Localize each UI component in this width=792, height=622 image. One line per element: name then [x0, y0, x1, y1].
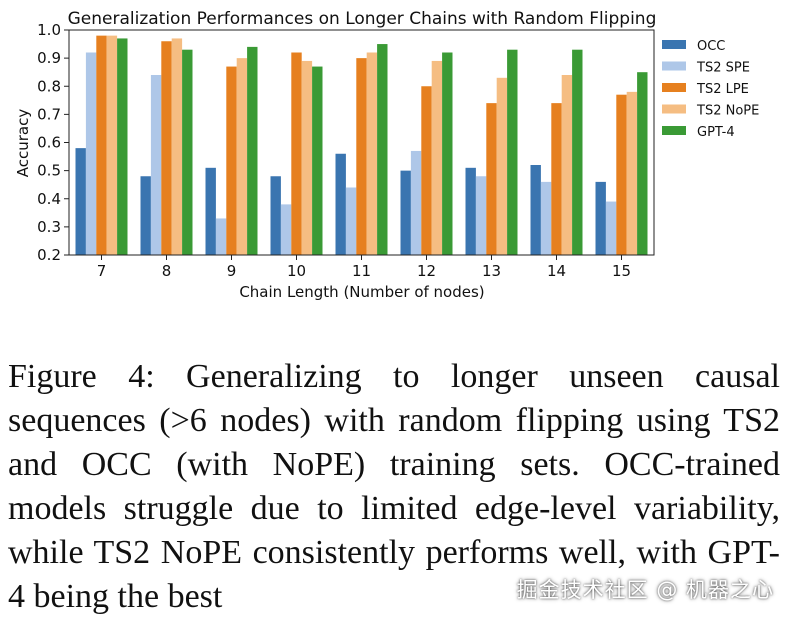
bar-ts2-spe-14	[540, 181, 552, 256]
bar-ts2-lpe-12	[421, 86, 432, 255]
x-axis-label: Chain Length (Number of nodes)	[239, 283, 484, 301]
y-tick-label: 0.4	[37, 190, 61, 208]
chart: Generalization Performances on Longer Ch…	[0, 0, 792, 310]
y-tick-label: 0.2	[37, 246, 61, 264]
bar-gpt-4-7	[117, 38, 128, 255]
bar-occ-14	[530, 165, 541, 255]
bar-gpt-4-8	[182, 49, 193, 255]
bar-occ-10	[270, 176, 281, 255]
figure-caption: Figure 4: Generalizing to longer unseen …	[8, 358, 780, 615]
x-tick-label: 10	[287, 262, 306, 280]
bar-ts2-spe-10	[280, 204, 292, 256]
legend: OCC TS2 SPE TS2 LPE TS2 NoPE GPT-4	[662, 39, 759, 140]
bar-ts2-lpe-14	[551, 103, 562, 256]
bar-ts2-nope-9	[236, 58, 248, 255]
bar-occ-15	[595, 181, 606, 256]
bar-ts2-lpe-15	[616, 94, 627, 255]
bar-ts2-lpe-9	[226, 66, 237, 255]
y-tick-label: 0.9	[37, 49, 61, 67]
y-axis-label: Accuracy	[14, 109, 32, 178]
legend-label: TS2 SPE	[696, 61, 750, 76]
bar-ts2-lpe-10	[291, 52, 302, 255]
y-tick-label: 0.5	[37, 162, 61, 180]
bar-gpt-4-9	[247, 46, 258, 255]
x-tick-label: 15	[612, 262, 631, 280]
bars-layer	[75, 35, 648, 256]
bar-occ-13	[465, 167, 476, 255]
legend-label: GPT-4	[697, 125, 735, 140]
bar-gpt-4-10	[312, 66, 323, 255]
bar-gpt-4-15	[637, 72, 648, 255]
bar-ts2-spe-11	[345, 187, 357, 255]
bar-occ-12	[400, 170, 411, 256]
bar-ts2-spe-9	[215, 218, 227, 255]
bar-ts2-nope-12	[431, 60, 443, 255]
x-tick-label: 11	[352, 262, 371, 280]
bar-ts2-lpe-11	[356, 58, 367, 255]
bar-ts2-nope-11	[366, 52, 378, 255]
bar-ts2-spe-7	[85, 52, 97, 255]
y-tick-label: 0.3	[37, 218, 61, 236]
bar-occ-7	[75, 148, 86, 256]
legend-swatch	[662, 126, 686, 135]
bar-ts2-nope-8	[171, 38, 183, 255]
x-tick-label: 13	[482, 262, 501, 280]
legend-label: TS2 LPE	[696, 82, 749, 97]
y-axis: 0.2 0.3 0.4 0.5 0.6 0.7 0.8 0.9 1.0	[37, 21, 69, 264]
bar-gpt-4-14	[572, 49, 583, 255]
x-axis: 7 8 9 10 11 12 13 14 15	[97, 255, 631, 280]
bar-ts2-nope-7	[106, 35, 118, 256]
chart-title: Generalization Performances on Longer Ch…	[68, 9, 657, 29]
x-tick-label: 14	[547, 262, 566, 280]
legend-label: OCC	[697, 39, 725, 54]
legend-swatch	[662, 83, 686, 92]
watermark: 掘金技术社区 @ 机器之心	[516, 578, 774, 602]
bar-ts2-lpe-13	[486, 103, 497, 256]
bar-gpt-4-13	[507, 49, 518, 255]
bar-ts2-spe-13	[475, 176, 487, 255]
bar-ts2-nope-10	[301, 60, 313, 255]
bar-ts2-lpe-7	[96, 35, 107, 256]
legend-swatch	[662, 40, 686, 49]
bar-gpt-4-11	[377, 44, 388, 256]
bar-occ-8	[140, 176, 151, 255]
x-tick-label: 8	[162, 262, 172, 280]
x-tick-label: 9	[227, 262, 237, 280]
bar-ts2-nope-14	[561, 75, 573, 255]
y-tick-label: 0.8	[37, 77, 61, 95]
legend-label: TS2 NoPE	[696, 104, 759, 119]
bar-occ-11	[335, 153, 346, 255]
legend-swatch	[662, 61, 686, 71]
bar-ts2-lpe-8	[161, 41, 172, 255]
y-tick-label: 1.0	[37, 21, 61, 39]
x-tick-label: 12	[417, 262, 436, 280]
x-tick-label: 7	[97, 262, 107, 280]
chart-svg: Generalization Performances on Longer Ch…	[14, 9, 759, 301]
bar-ts2-nope-13	[496, 77, 508, 255]
bar-gpt-4-12	[442, 52, 453, 255]
bar-ts2-spe-8	[150, 75, 162, 255]
legend-swatch	[662, 104, 686, 114]
bar-ts2-spe-15	[605, 201, 617, 255]
bar-ts2-spe-12	[410, 150, 422, 255]
y-tick-label: 0.7	[37, 105, 61, 123]
bar-occ-9	[205, 167, 216, 255]
y-tick-label: 0.6	[37, 134, 61, 152]
bar-ts2-nope-15	[626, 91, 638, 256]
